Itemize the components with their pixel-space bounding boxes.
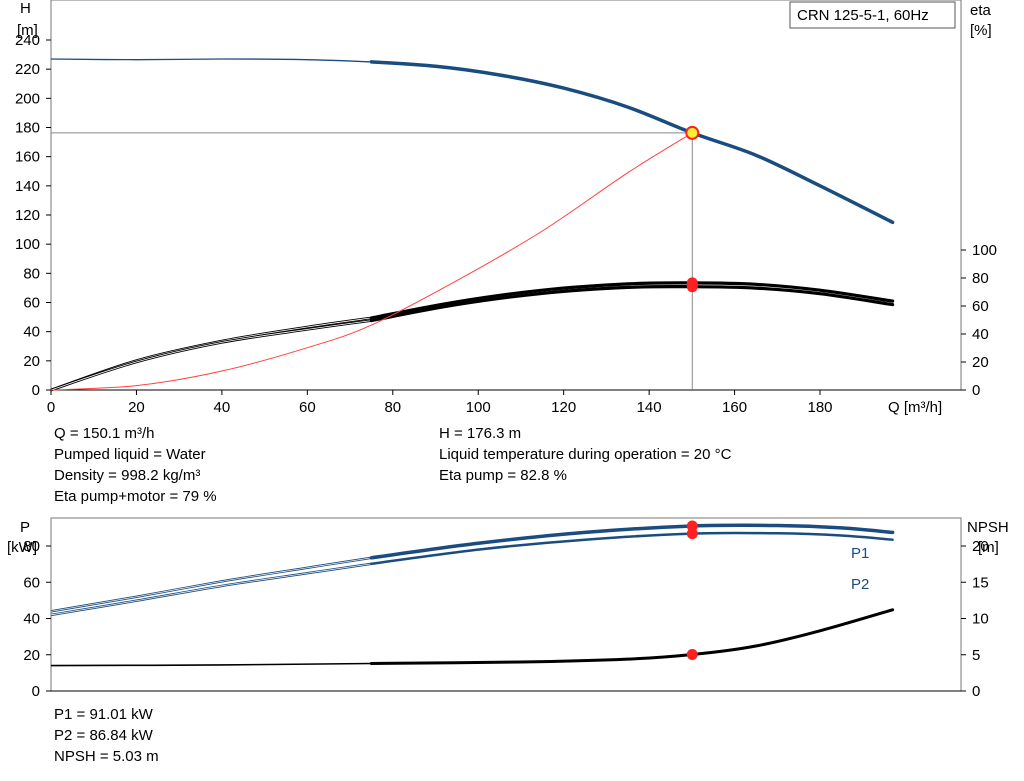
info-power-block: P1 = 91.01 kW P2 = 86.84 kW NPSH = 5.03 … — [54, 704, 159, 767]
info-p2: P2 = 86.84 kW — [54, 727, 153, 744]
info-right-block: H = 176.3 m Liquid temperature during op… — [439, 423, 731, 486]
npsh-axis-label: NPSH — [967, 519, 1009, 536]
series-p1-thin-inner — [50, 557, 372, 612]
y-left-axis-unit: [m] — [17, 22, 38, 39]
y-right-tick-label: 80 — [972, 270, 989, 287]
y-right-tick-label: 0 — [972, 382, 980, 399]
y-left-tick-label: 100 — [15, 236, 40, 253]
y-left-tick-label: 20 — [23, 353, 40, 370]
chart1-frame — [50, 0, 962, 391]
series-eta-pump-motor-thin — [50, 319, 372, 392]
y-right-axis-unit: [%] — [970, 22, 992, 39]
info-eta-total: Eta pump+motor = 79 % — [54, 488, 217, 505]
op-point-npsh-marker — [686, 649, 698, 661]
p-tick-label: 0 — [32, 683, 40, 700]
y-left-axis-label: H — [20, 0, 31, 17]
y-left-tick-label: 60 — [23, 295, 40, 312]
series-eta-pump-motor-thin-inner — [50, 320, 372, 391]
info-density: Density = 998.2 kg/m³ — [54, 467, 201, 484]
npsh-tick-label: 20 — [972, 538, 989, 555]
p-tick-label: 20 — [23, 647, 40, 664]
y-right-tick-label: 100 — [972, 242, 997, 259]
info-liquid: Pumped liquid = Water — [54, 446, 206, 463]
x-tick-label: 100 — [466, 399, 491, 416]
x-axis-label: Q [m³/h] — [888, 399, 942, 416]
label-p2: P2 — [851, 576, 869, 593]
series-eta-pump-thin-inner — [50, 317, 372, 391]
y-left-tick-label: 240 — [15, 32, 40, 49]
series-eta-curve-red- — [50, 132, 693, 391]
x-tick-label: 80 — [384, 399, 401, 416]
op-point-p2-marker — [686, 528, 698, 540]
info-eta-pump: Eta pump = 82.8 % — [439, 467, 567, 484]
y-left-tick-label: 40 — [23, 324, 40, 341]
legend-box — [789, 1, 956, 29]
info-head: H = 176.3 m — [439, 425, 522, 442]
y-right-tick-label: 40 — [972, 326, 989, 343]
series-npsh-thin — [50, 662, 372, 667]
info-temperature: Liquid temperature during operation = 20… — [439, 446, 732, 463]
y-left-tick-label: 80 — [23, 265, 40, 282]
op-point-head-marker — [685, 125, 700, 140]
x-tick-label: 20 — [128, 399, 145, 416]
x-tick-label: 160 — [722, 399, 747, 416]
info-left-block: Q = 150.1 m³/h Pumped liquid = Water Den… — [54, 423, 217, 507]
series-p1-thick — [369, 523, 895, 560]
p-tick-label: 40 — [23, 611, 40, 628]
y-right-tick-label: 20 — [972, 354, 989, 371]
y-left-tick-label: 120 — [15, 207, 40, 224]
p-tick-label: 60 — [23, 574, 40, 591]
info-p1: P1 = 91.01 kW — [54, 706, 153, 723]
x-tick-label: 0 — [47, 399, 55, 416]
x-tick-label: 180 — [807, 399, 832, 416]
y-left-tick-label: 180 — [15, 120, 40, 137]
y-left-tick-label: 220 — [15, 61, 40, 78]
y-left-tick-label: 200 — [15, 90, 40, 107]
p-axis-unit: [kW] — [7, 539, 37, 556]
series-h-thick — [369, 60, 895, 225]
y-left-tick-label: 160 — [15, 149, 40, 166]
p-tick-label: 80 — [23, 538, 40, 555]
x-tick-label: 120 — [551, 399, 576, 416]
legend-box-text: CRN 125-5-1, 60Hz — [797, 7, 929, 24]
npsh-tick-label: 0 — [972, 683, 980, 700]
y-right-axis-label: eta — [970, 2, 992, 19]
y-left-tick-label: 140 — [15, 178, 40, 195]
series-eta-pump-thin — [50, 316, 372, 392]
info-flow: Q = 150.1 m³/h — [54, 425, 155, 442]
op-point-p1-marker — [686, 520, 698, 532]
npsh-tick-label: 10 — [972, 611, 989, 628]
y-left-tick-label: 0 — [32, 382, 40, 399]
series-p2-thin-inner — [50, 563, 372, 616]
op-point-eta-total-marker — [686, 281, 698, 293]
series-p2-thick — [370, 531, 894, 566]
series-npsh-thick — [369, 608, 895, 665]
p-axis-label: P — [20, 519, 30, 536]
series-eta-pump-thick — [369, 281, 895, 320]
npsh-tick-label: 5 — [972, 647, 980, 664]
series-h-thin — [50, 58, 372, 63]
x-tick-label: 40 — [214, 399, 231, 416]
y-right-tick-label: 60 — [972, 298, 989, 315]
npsh-tick-label: 15 — [972, 574, 989, 591]
npsh-axis-unit: [m] — [978, 539, 999, 556]
x-tick-label: 60 — [299, 399, 316, 416]
info-npsh: NPSH = 5.03 m — [54, 748, 159, 765]
label-p1: P1 — [851, 545, 869, 562]
x-tick-label: 140 — [637, 399, 662, 416]
series-eta-pump-motor-thick — [369, 284, 895, 323]
